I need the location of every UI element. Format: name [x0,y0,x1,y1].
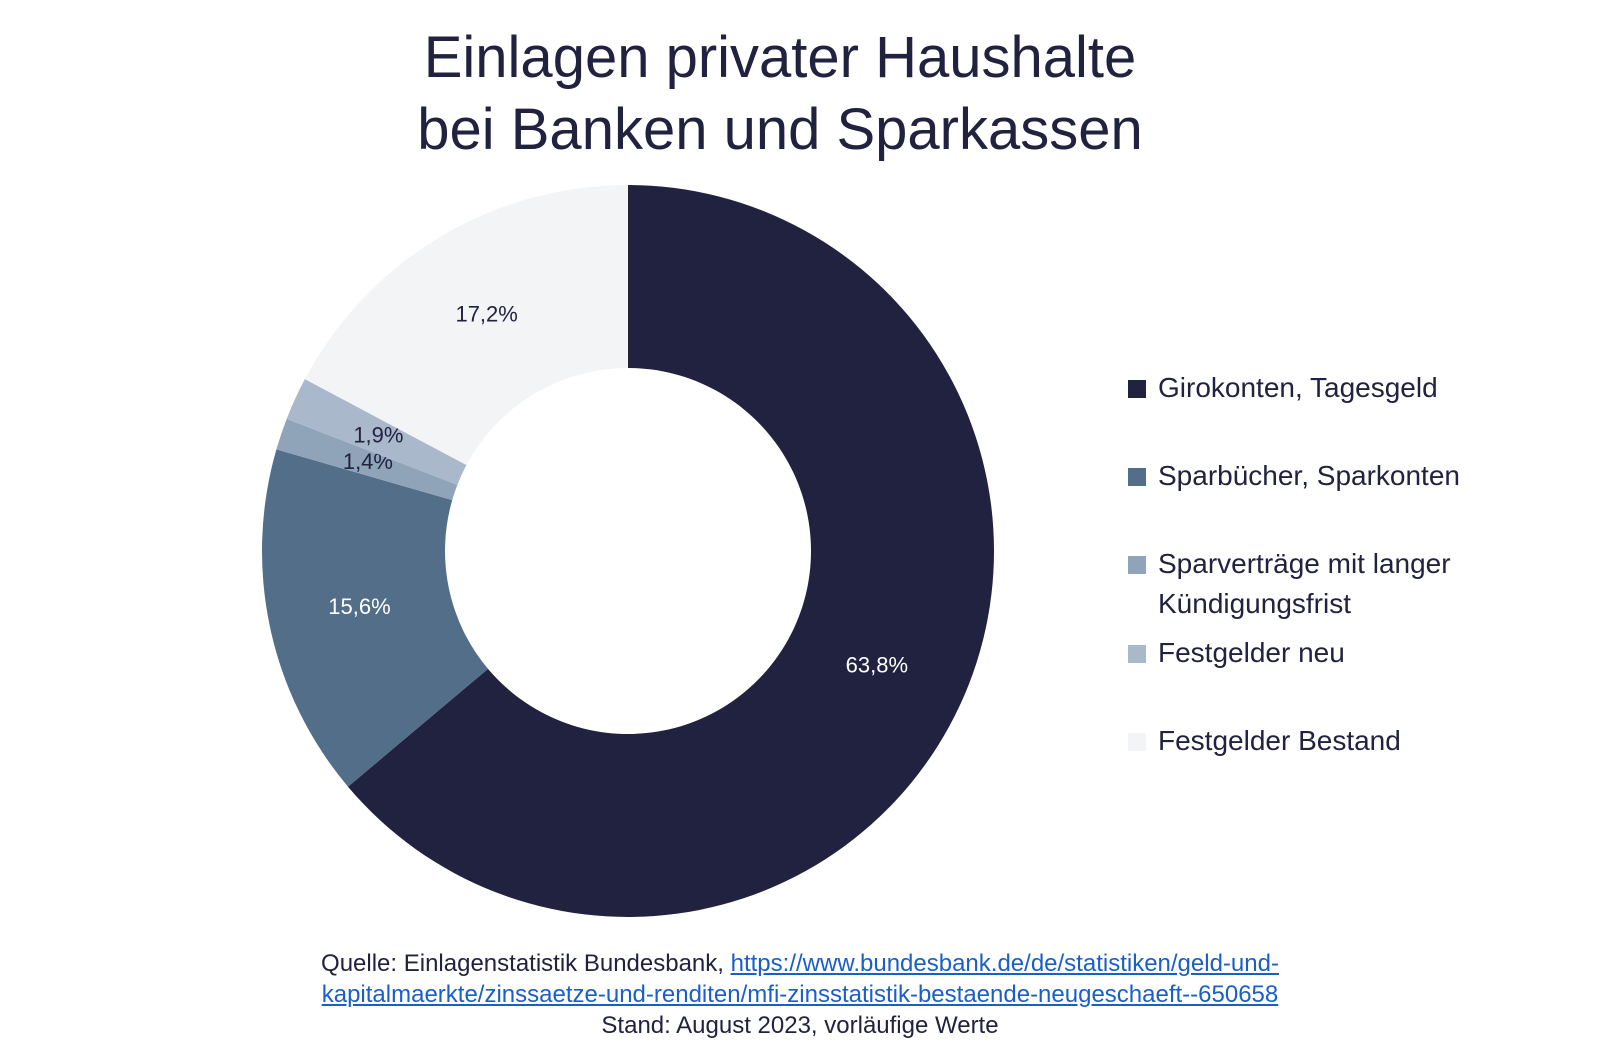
data-label: 63,8% [846,653,908,678]
title-line: bei Banken und Sparkassen [417,97,1143,162]
legend-label: Festgelder neu [1158,637,1345,668]
note: Stand: August 2023, vorläufige Werte [601,1012,999,1039]
title-line: Einlagen privater Haushalte [423,25,1137,90]
data-label: 17,2% [455,301,517,326]
legend-item: Girokonten, Tagesgeld [1128,368,1508,408]
source-link[interactable]: https://www.bundesbank.de/de/statistiken… [730,950,1279,977]
slice [276,418,458,501]
legend-swatch [1128,468,1146,486]
legend-label: Festgelder Bestand [1158,725,1401,756]
legend-item: Festgelder Bestand [1128,721,1508,761]
source-link[interactable]: kapitalmaerkte/zinssaetze-und-renditen/m… [321,981,1279,1008]
source-line: Quelle: Einlagenstatistik Bundesbank, ht… [0,948,1600,979]
source-line: kapitalmaerkte/zinssaetze-und-renditen/m… [0,979,1600,1010]
legend-label: Girokonten, Tagesgeld [1158,372,1438,403]
slice [304,185,628,466]
legend-swatch [1128,380,1146,398]
legend-item: Festgelder neu [1128,633,1508,673]
data-label: 15,6% [328,594,390,619]
slice [261,449,488,787]
legend-label: Sparbücher, Sparkonten [1158,460,1460,491]
slice [347,185,994,918]
legend-label: Sparverträge mit langer Kündigungsfrist [1158,548,1451,619]
chart-title: Einlagen privater Haushalte bei Banken u… [0,22,1560,166]
slice [286,379,467,485]
legend-item: Sparverträge mit langer Kündigungsfrist [1128,544,1508,624]
legend-item: Sparbücher, Sparkonten [1128,456,1508,496]
legend-swatch [1128,556,1146,574]
legend-swatch [1128,645,1146,663]
legend-swatch [1128,733,1146,751]
footer: Quelle: Einlagenstatistik Bundesbank, ht… [0,948,1600,1041]
source-label: Quelle: Einlagenstatistik Bundesbank, [321,950,724,977]
